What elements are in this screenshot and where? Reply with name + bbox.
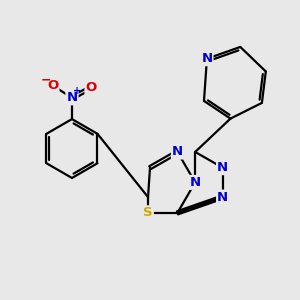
Text: N: N — [190, 176, 201, 189]
Text: N: N — [217, 161, 228, 174]
Text: S: S — [143, 206, 153, 219]
Text: O: O — [47, 79, 58, 92]
Text: N: N — [66, 92, 77, 104]
Text: O: O — [85, 81, 97, 94]
Text: N: N — [201, 52, 212, 65]
Text: N: N — [217, 190, 228, 204]
Text: −: − — [41, 73, 52, 86]
Text: +: + — [73, 86, 81, 96]
Text: N: N — [172, 146, 183, 158]
